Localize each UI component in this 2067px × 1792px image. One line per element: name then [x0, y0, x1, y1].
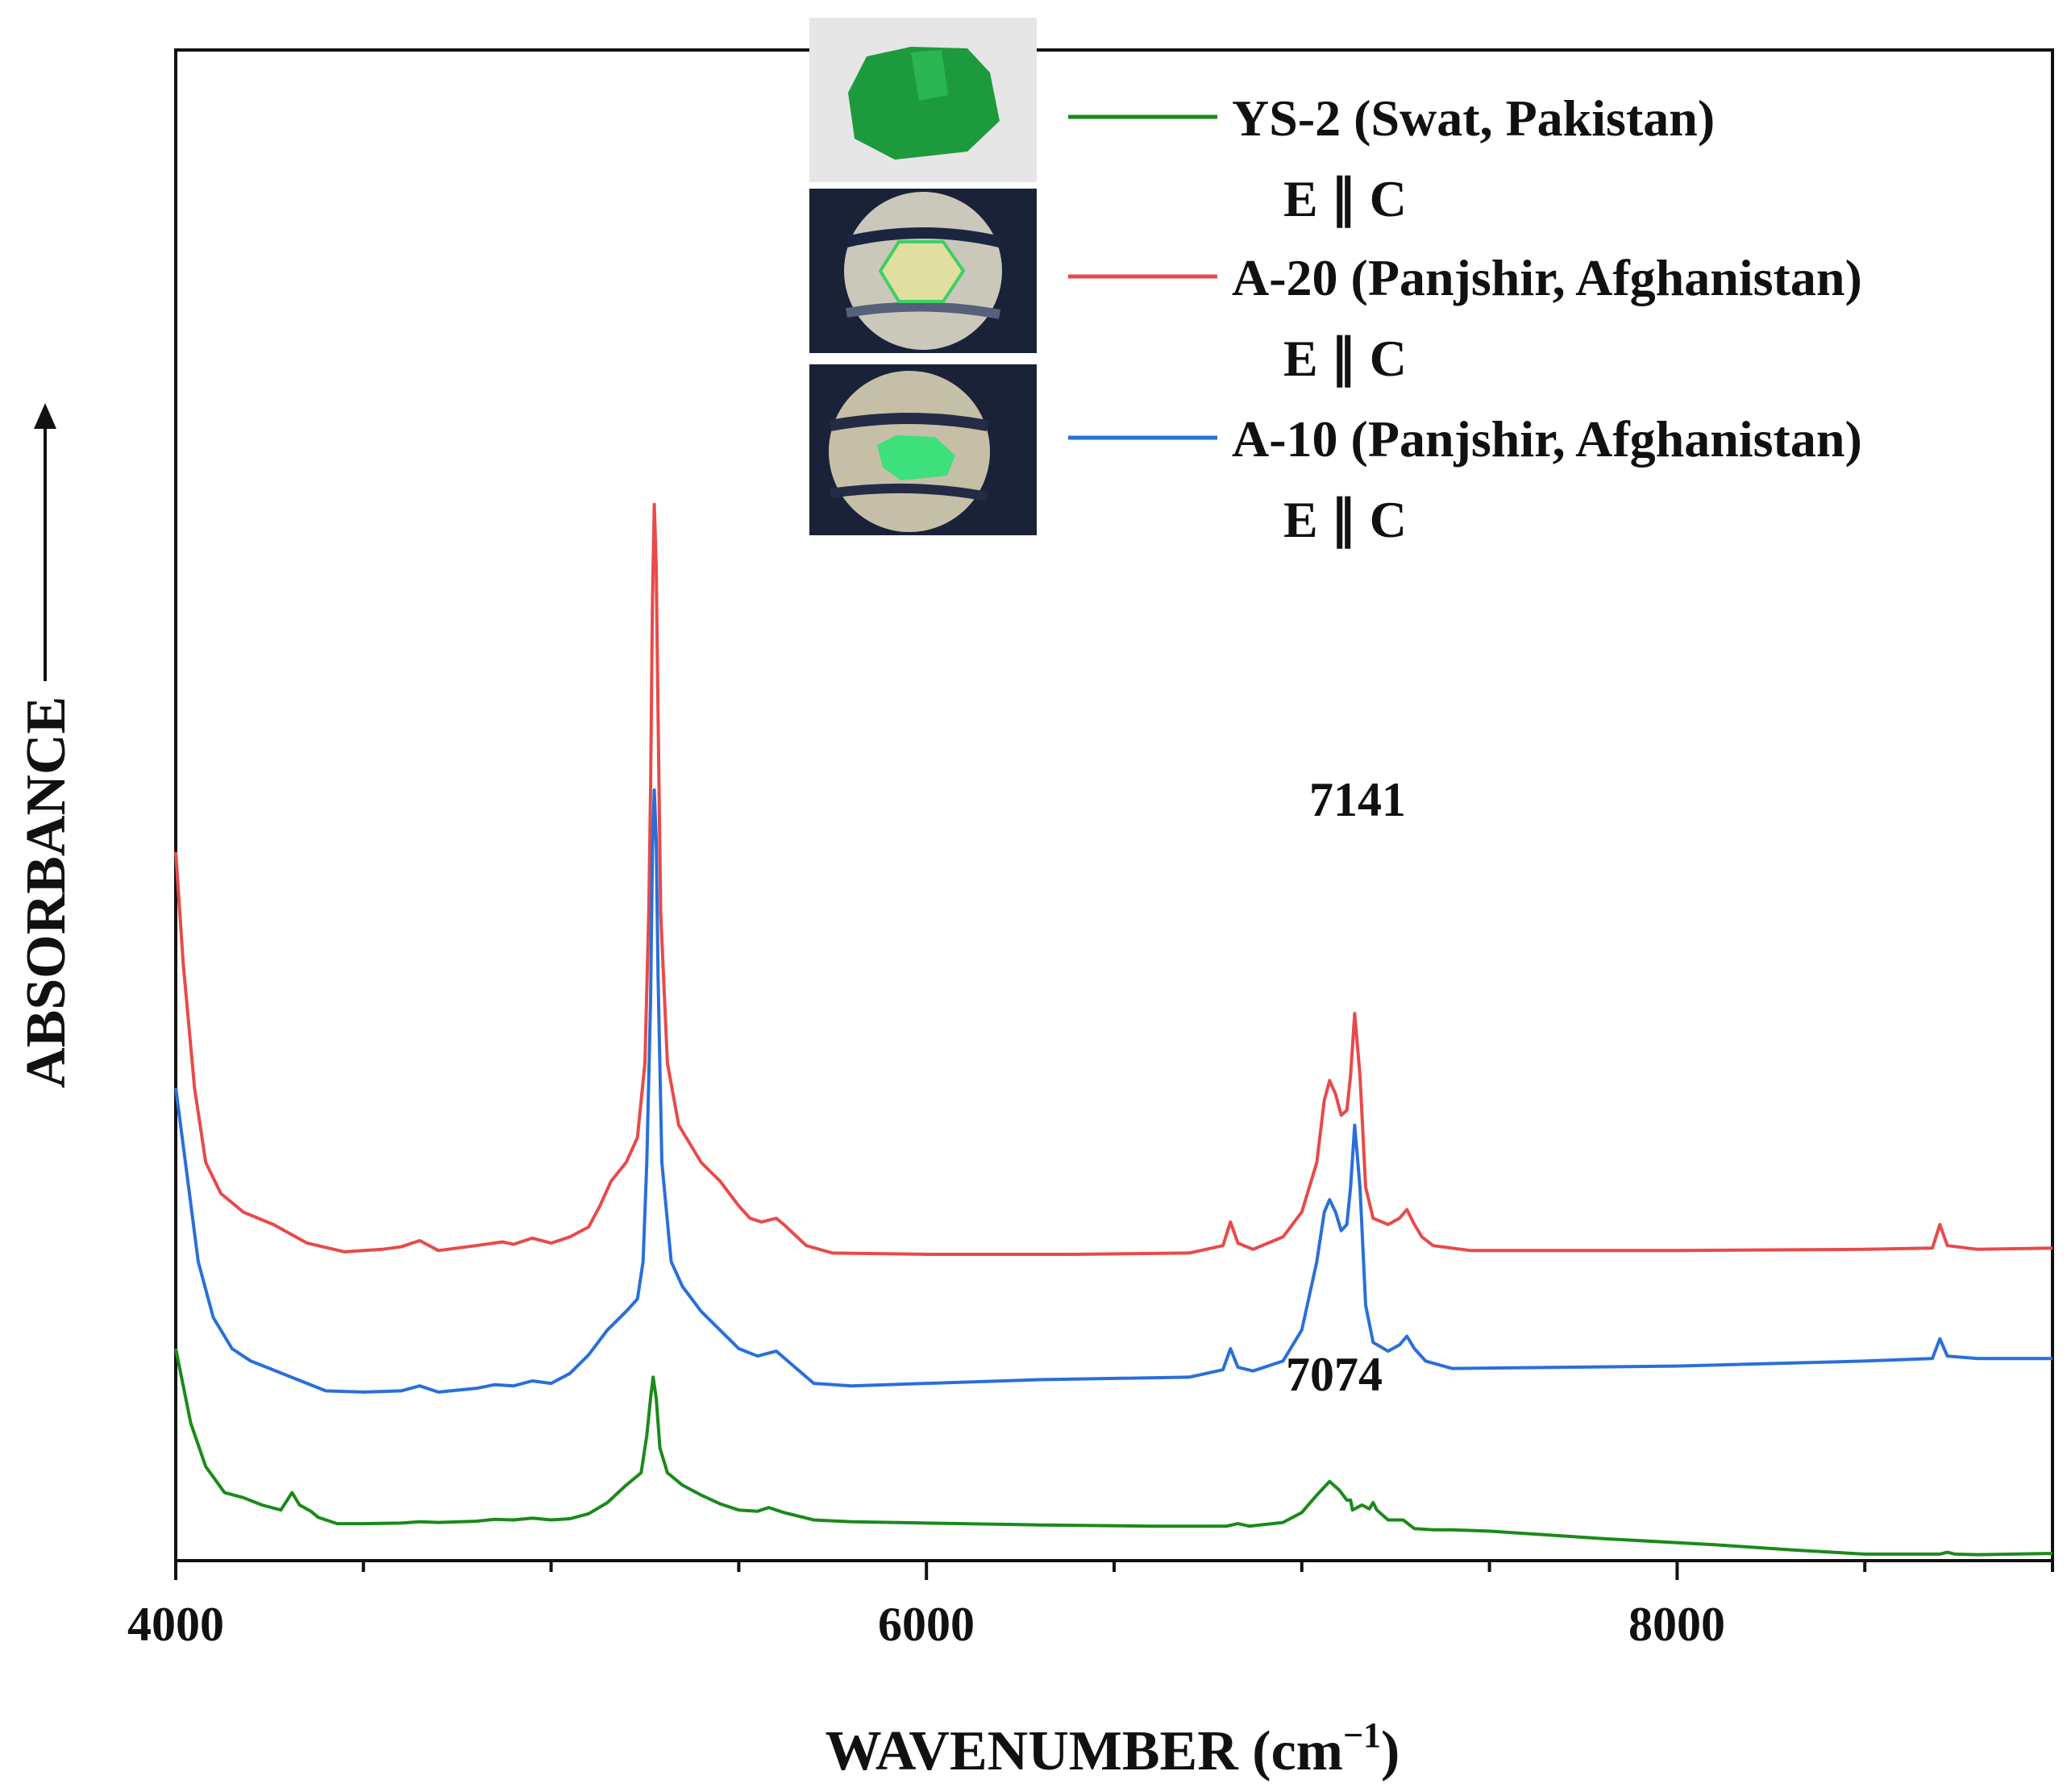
x-axis-title: WAVENUMBER (cm−1) [826, 1715, 1400, 1782]
photo-a-20-band [845, 227, 1001, 247]
photo-a-10-band [829, 413, 989, 431]
photo-a-10-band [830, 483, 989, 501]
series-line-ys-2 [174, 1348, 2053, 1557]
legend-polarization-a-10: E ∥ C [1283, 491, 1407, 549]
peak-annotation-7141: 7141 [1309, 773, 1406, 826]
x-axis-title-superscript: −1 [1343, 1715, 1381, 1755]
sample-photos [809, 18, 1037, 535]
emerald-crystal-icon [848, 47, 1000, 160]
y-axis-arrow-head-icon [34, 403, 56, 429]
series-layer [174, 502, 2053, 1557]
legend-polarization-a-20: E ∥ C [1283, 330, 1407, 388]
photo-a-20-band [846, 301, 1001, 319]
x-tick-label: 4000 [127, 1598, 224, 1651]
emerald-crystal-highlight [911, 50, 948, 101]
legend-label-a-10: A-10 (Panjshir, Afghanistan) [1232, 410, 1862, 468]
x-axis-title-close: ) [1381, 1720, 1399, 1782]
series-line-a-10 [174, 788, 2052, 1394]
x-tick-label: 8000 [1628, 1598, 1725, 1651]
legend-label-a-20: A-20 (Panjshir, Afghanistan) [1232, 249, 1862, 306]
y-axis-title: ABSORBANCE [15, 696, 77, 1088]
green-crystal-icon [877, 435, 955, 480]
y-axis-title-group: ABSORBANCE [15, 403, 77, 1088]
x-axis-ticks [174, 1561, 2054, 1580]
legend: YS-2 (Swat, Pakistan) E ∥ C A-20 (Panjsh… [1068, 89, 1862, 549]
series-line-a-20 [174, 502, 2053, 1256]
x-tick-label: 6000 [878, 1598, 975, 1651]
hexagonal-crystal-icon [878, 240, 966, 303]
legend-polarization-ys-2: E ∥ C [1283, 170, 1407, 228]
peak-annotation-7074: 7074 [1286, 1348, 1383, 1401]
x-axis-title-main: WAVENUMBER (cm [826, 1720, 1343, 1782]
legend-label-ys-2: YS-2 (Swat, Pakistan) [1232, 89, 1715, 147]
